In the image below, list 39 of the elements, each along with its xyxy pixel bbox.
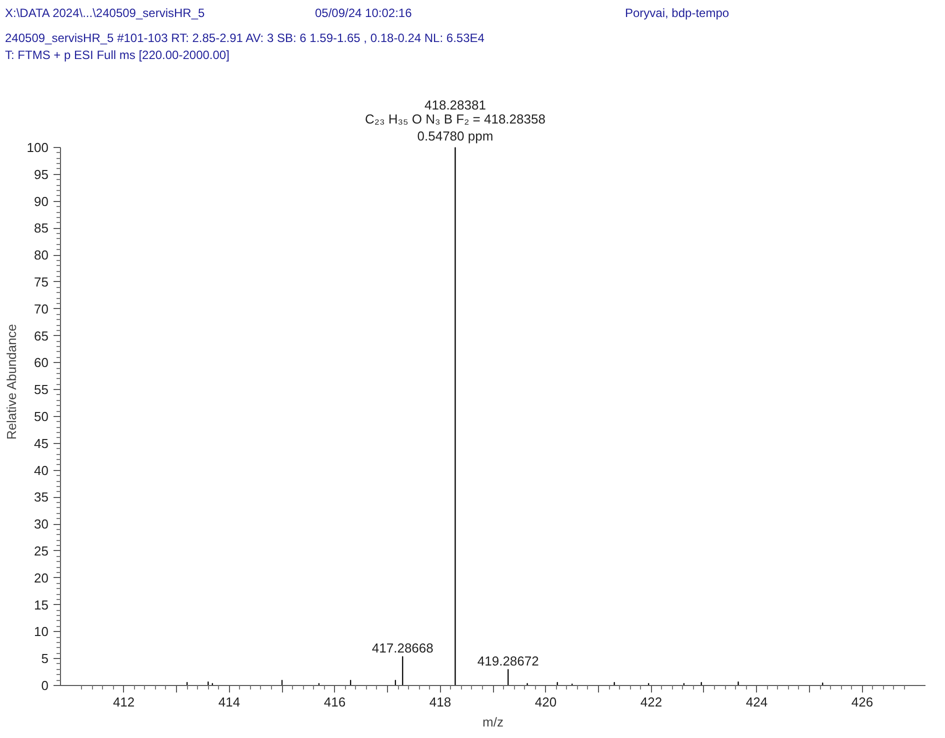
y-tick-label: 80	[34, 248, 49, 263]
text: X:\DATA 2024\...\240509_servisHR_5	[5, 5, 206, 22]
x-tick-label: 416	[324, 694, 346, 710]
x-tick-label: 412	[112, 694, 135, 710]
y-tick-label: 85	[34, 220, 49, 236]
y-tick-label: 50	[34, 408, 49, 424]
y-tick-label: 35	[34, 490, 49, 505]
y-tick-label: 60	[34, 355, 49, 370]
y-tick-label: 95	[34, 166, 49, 182]
text: 05/09/24 10:02:16	[315, 5, 413, 22]
chart-subtitle: T: FTMS + p ESI Full ms [220.00-2000.00]	[5, 47, 230, 64]
y-tick-label: 10	[34, 624, 49, 640]
y-tick-label: 5	[41, 651, 49, 666]
y-tick-label: 45	[34, 436, 49, 451]
x-tick-label: 424	[746, 694, 768, 710]
annotation: 419.28672	[477, 653, 539, 668]
chart-title: 240509_servisHR_5 #101-103 RT: 2.85-2.91 AV: 3 SB: 6 1.59-1.65 , 0.18-0.24 NL: 6.53E4	[5, 30, 486, 48]
x-axis-title: m/z	[482, 714, 504, 730]
x-tick-label: 414	[218, 694, 240, 710]
x-tick-label: 420	[534, 694, 557, 710]
annotation: 418.28381 C₂₃ H₃₅ O N₃ B F₂ = 418.28358 0.54780 ppm	[365, 97, 546, 144]
y-tick-label: 55	[34, 382, 49, 398]
y-tick-label: 20	[34, 570, 49, 586]
x-tick-label: 422	[640, 694, 662, 710]
y-tick-label: 25	[34, 543, 49, 558]
y-tick-label: 0	[41, 678, 49, 693]
y-tick-label: 65	[34, 328, 49, 344]
y-tick-label: 90	[34, 194, 49, 209]
y-tick-label: 40	[34, 462, 49, 478]
y-tick-label: 70	[34, 301, 49, 316]
annotation: 417.28668	[372, 640, 434, 656]
y-tick-label: 75	[34, 274, 49, 290]
y-axis-title: Relative Abundance	[4, 324, 19, 440]
y-tick-label: 15	[34, 597, 49, 612]
text: Poryvai, bdp-tempo	[625, 5, 730, 22]
y-tick-label: 30	[34, 516, 49, 532]
y-tick-label: 100	[26, 140, 49, 155]
x-tick-label: 418	[429, 694, 452, 710]
x-tick-label: 426	[851, 694, 874, 710]
